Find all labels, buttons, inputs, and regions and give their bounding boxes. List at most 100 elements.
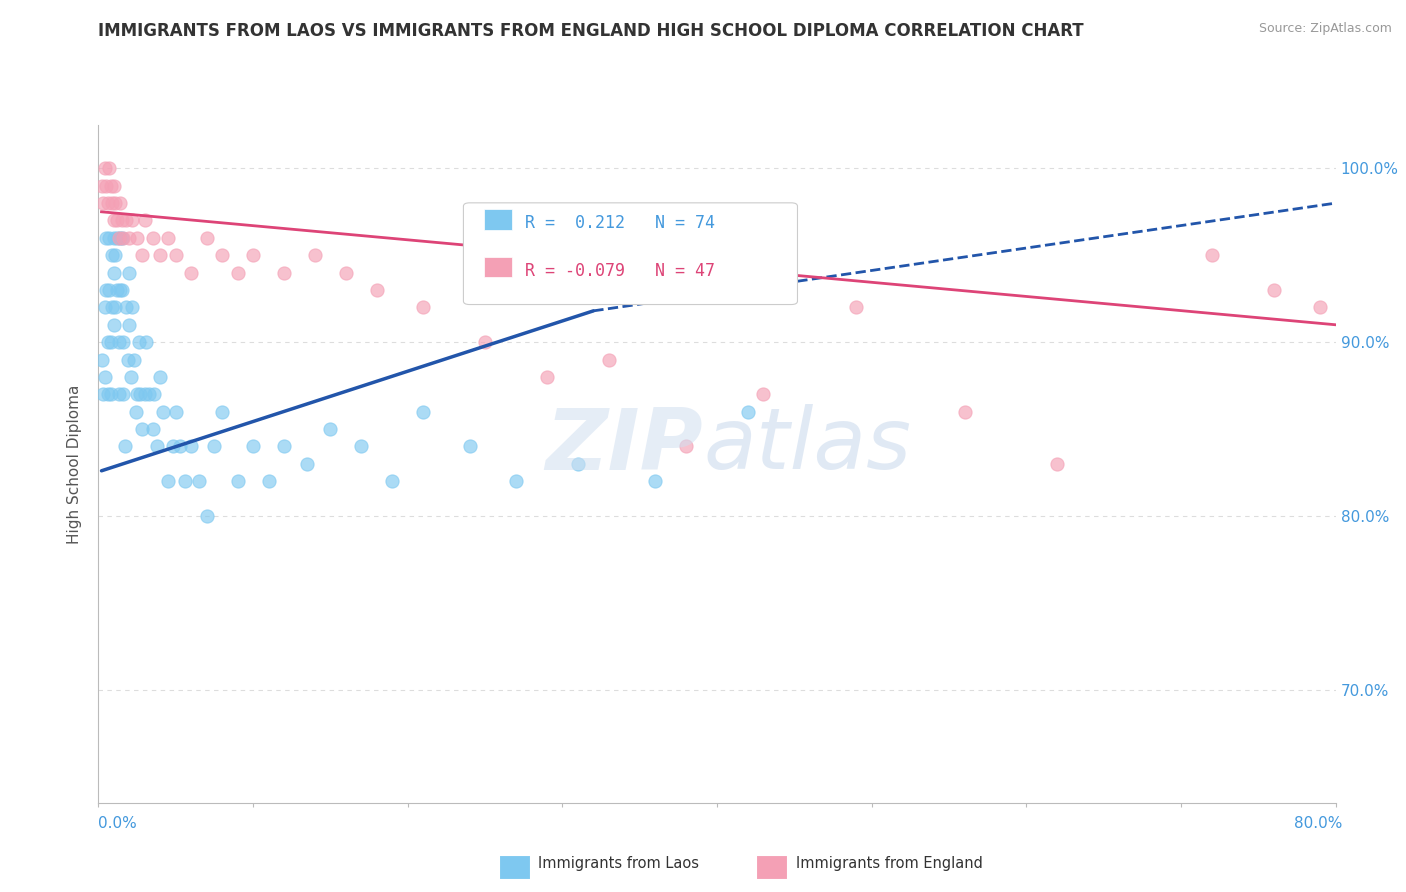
- Point: [103, 266, 125, 280]
- Point: [134, 213, 156, 227]
- Point: [211, 405, 233, 419]
- Point: [105, 283, 128, 297]
- Point: [101, 301, 124, 315]
- Point: [103, 178, 125, 193]
- Point: [412, 301, 434, 315]
- Point: [458, 440, 481, 454]
- Point: [350, 440, 373, 454]
- Text: ZIP: ZIP: [546, 404, 703, 488]
- Point: [131, 422, 153, 436]
- Point: [131, 248, 153, 262]
- Point: [1263, 283, 1285, 297]
- Point: [146, 440, 169, 454]
- Point: [91, 196, 114, 211]
- Point: [91, 387, 114, 401]
- Point: [226, 474, 249, 488]
- Point: [752, 387, 775, 401]
- Point: [112, 335, 135, 350]
- Point: [103, 318, 125, 332]
- Point: [107, 335, 129, 350]
- Point: [195, 508, 218, 523]
- Point: [1309, 301, 1331, 315]
- Point: [101, 196, 124, 211]
- Point: [121, 213, 143, 227]
- Point: [118, 318, 141, 332]
- Point: [366, 283, 388, 297]
- Point: [104, 301, 127, 315]
- Point: [180, 440, 202, 454]
- Point: [142, 422, 165, 436]
- Point: [100, 387, 122, 401]
- Point: [953, 405, 976, 419]
- Point: [319, 422, 342, 436]
- Point: [98, 231, 121, 245]
- Text: R = -0.079   N = 47: R = -0.079 N = 47: [526, 261, 716, 279]
- Point: [101, 248, 124, 262]
- Point: [598, 352, 620, 367]
- Point: [122, 352, 145, 367]
- Point: [124, 405, 146, 419]
- Point: [304, 248, 326, 262]
- Point: [204, 440, 226, 454]
- Point: [127, 387, 149, 401]
- Point: [845, 301, 868, 315]
- Point: [117, 352, 139, 367]
- Point: [115, 301, 138, 315]
- Point: [273, 266, 295, 280]
- Point: [1201, 248, 1223, 262]
- Point: [104, 248, 127, 262]
- Point: [505, 474, 527, 488]
- Point: [675, 440, 697, 454]
- Point: [1046, 457, 1069, 471]
- Point: [105, 213, 128, 227]
- Point: [157, 231, 180, 245]
- Point: [157, 474, 180, 488]
- Point: [121, 301, 143, 315]
- Text: R =  0.212   N = 74: R = 0.212 N = 74: [526, 214, 716, 232]
- Point: [96, 178, 118, 193]
- Y-axis label: High School Diploma: High School Diploma: [67, 384, 83, 543]
- Point: [127, 231, 149, 245]
- Text: Source: ZipAtlas.com: Source: ZipAtlas.com: [1258, 22, 1392, 36]
- Point: [108, 196, 131, 211]
- Point: [149, 370, 172, 384]
- Point: [111, 231, 134, 245]
- FancyBboxPatch shape: [464, 202, 797, 304]
- Point: [111, 283, 134, 297]
- Point: [211, 248, 233, 262]
- Text: Immigrants from England: Immigrants from England: [796, 856, 983, 871]
- Point: [120, 370, 142, 384]
- Point: [143, 387, 166, 401]
- Point: [297, 457, 319, 471]
- Point: [174, 474, 197, 488]
- Point: [195, 231, 218, 245]
- Point: [165, 405, 187, 419]
- Point: [105, 231, 128, 245]
- Point: [242, 248, 264, 262]
- Point: [98, 161, 121, 176]
- Text: 80.0%: 80.0%: [1295, 816, 1343, 831]
- Point: [149, 248, 172, 262]
- Point: [536, 370, 558, 384]
- Point: [93, 301, 115, 315]
- Point: [135, 335, 157, 350]
- Point: [97, 196, 120, 211]
- Point: [242, 440, 264, 454]
- Point: [118, 231, 141, 245]
- Point: [104, 196, 127, 211]
- Point: [100, 335, 122, 350]
- Point: [226, 266, 249, 280]
- Text: 0.0%: 0.0%: [98, 816, 138, 831]
- Point: [128, 335, 150, 350]
- Point: [90, 178, 112, 193]
- Point: [129, 387, 152, 401]
- Point: [257, 474, 280, 488]
- Point: [111, 213, 134, 227]
- Point: [112, 231, 135, 245]
- Point: [644, 474, 666, 488]
- Point: [737, 405, 759, 419]
- Point: [273, 440, 295, 454]
- Point: [474, 335, 496, 350]
- Point: [142, 231, 165, 245]
- Bar: [485, 209, 512, 230]
